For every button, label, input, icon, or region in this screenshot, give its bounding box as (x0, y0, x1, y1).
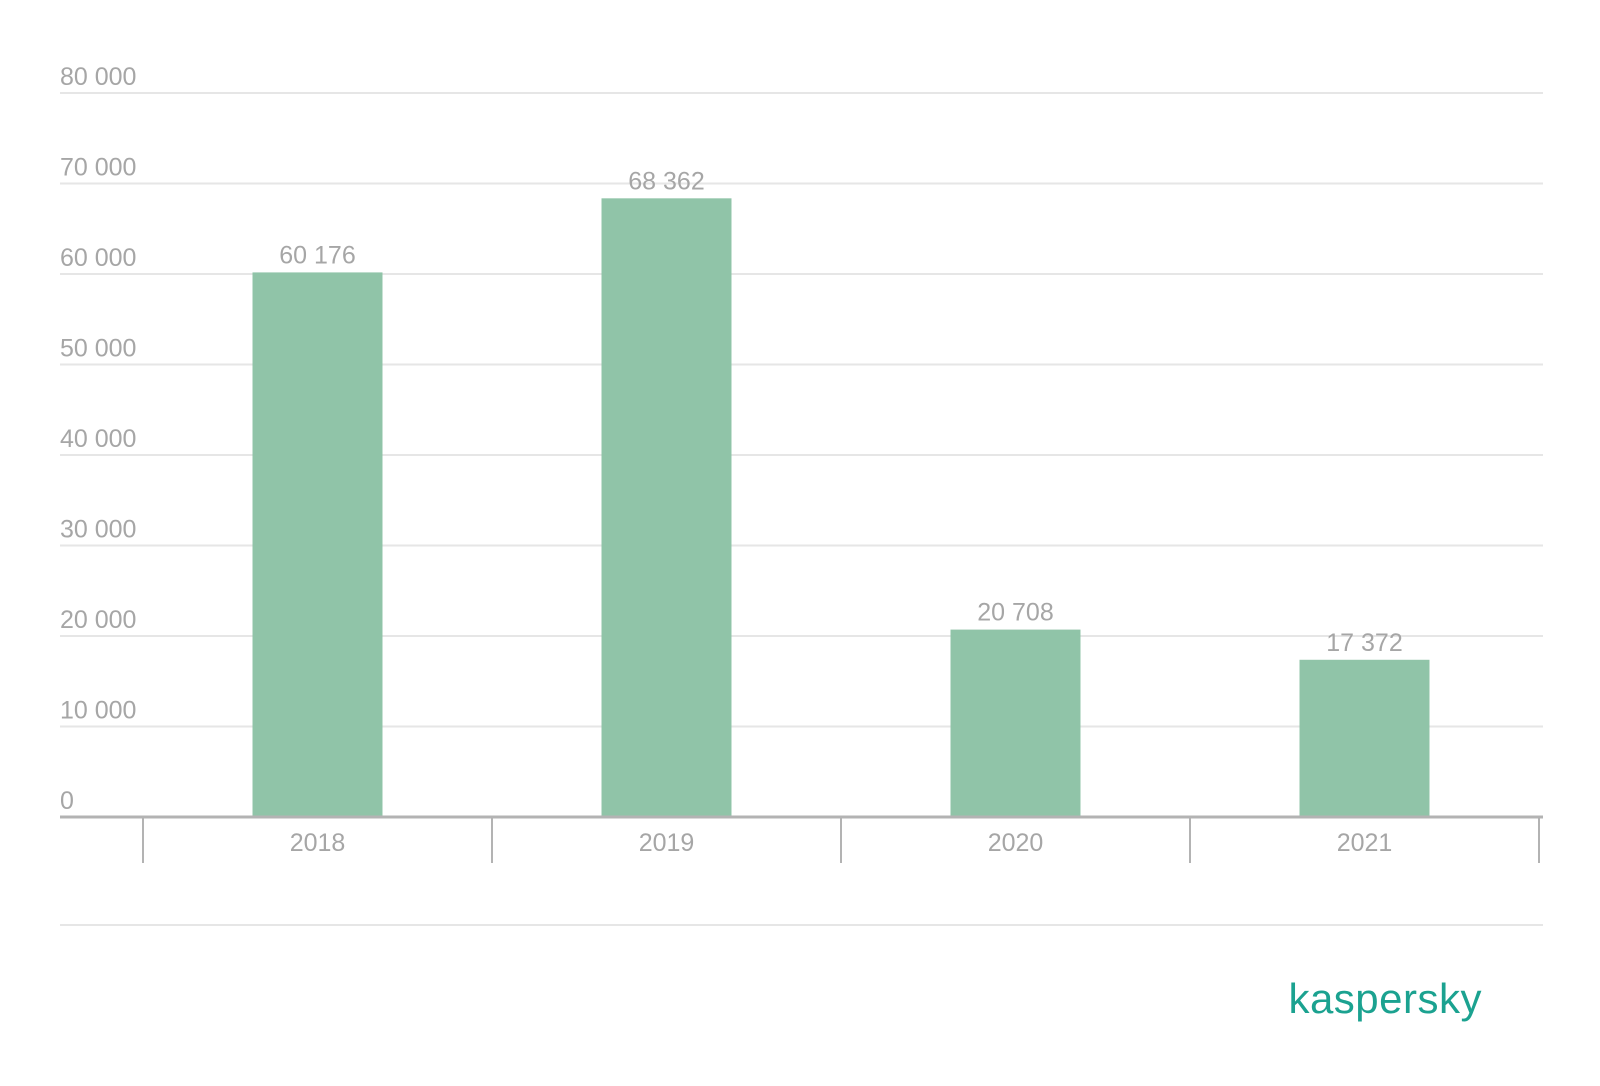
bar-2019 (601, 198, 732, 817)
y-tick-label: 20 000 (60, 606, 136, 634)
y-tick-label: 0 (60, 787, 74, 815)
data-label-2021: 17 372 (1326, 629, 1402, 657)
bars (252, 198, 1430, 817)
y-tick-label: 30 000 (60, 516, 136, 544)
x-axis (60, 815, 1543, 863)
bar-2020 (950, 629, 1081, 817)
x-tick-label-2021: 2021 (1337, 829, 1393, 857)
x-tick-label-2019: 2019 (639, 829, 695, 857)
bar-2018 (252, 272, 383, 817)
data-label-2020: 20 708 (977, 599, 1053, 627)
y-tick-label: 50 000 (60, 335, 136, 363)
x-tick-label-2018: 2018 (290, 829, 346, 857)
y-tick-label: 80 000 (60, 63, 136, 91)
x-tick-label-2020: 2020 (988, 829, 1044, 857)
data-labels: 60 176 68 362 20 708 17 372 (279, 167, 1402, 656)
bar-2021 (1299, 659, 1430, 817)
y-tick-label: 40 000 (60, 425, 136, 453)
data-label-2019: 68 362 (628, 167, 704, 195)
kaspersky-logo: kaspersky (1288, 975, 1482, 1022)
y-tick-label: 60 000 (60, 244, 136, 272)
data-label-2018: 60 176 (279, 241, 355, 269)
y-axis-tick-labels: 0 10 000 20 000 30 000 40 000 50 000 60 000 70 … (60, 63, 136, 815)
y-tick-label: 70 000 (60, 154, 136, 182)
x-axis-category-labels: 2018 2019 2020 2021 (290, 829, 1393, 857)
y-tick-label: 10 000 (60, 697, 136, 725)
